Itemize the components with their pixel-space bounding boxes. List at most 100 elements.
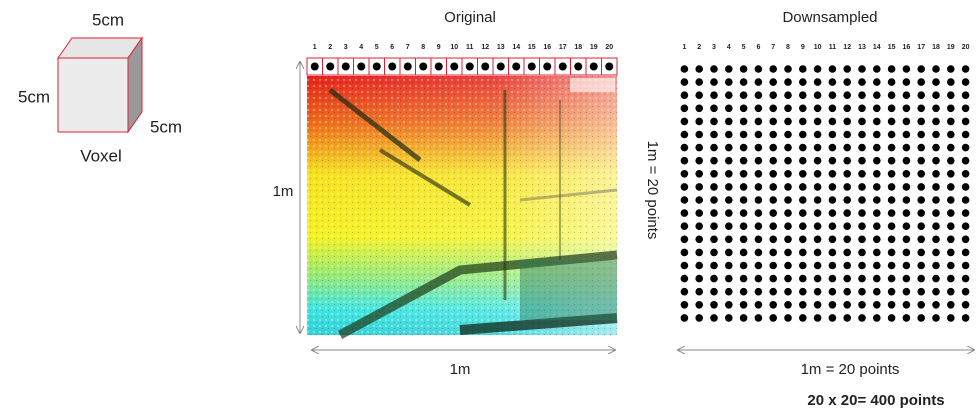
point <box>725 78 733 86</box>
point <box>739 261 748 270</box>
point <box>813 78 822 86</box>
point <box>932 196 940 204</box>
point <box>858 130 866 139</box>
point <box>843 235 851 244</box>
point <box>887 196 896 204</box>
point <box>739 65 748 73</box>
point <box>947 130 955 139</box>
column-number: 20 <box>605 44 613 51</box>
point <box>784 196 792 204</box>
point <box>843 156 851 165</box>
point <box>680 196 689 204</box>
downsampled-grid: 1 2 3 4 5 6 7 8 9 10 11 12 13 14 15 16 17 18 19 20 <box>680 44 970 322</box>
point <box>769 130 777 139</box>
point <box>813 261 822 270</box>
point <box>902 287 911 296</box>
point <box>695 196 703 204</box>
point <box>917 274 925 283</box>
point <box>858 274 866 283</box>
point <box>828 156 837 165</box>
point <box>932 274 940 283</box>
column-number: 8 <box>421 44 425 51</box>
point <box>725 183 733 191</box>
point <box>917 301 925 309</box>
point <box>843 117 851 126</box>
point <box>680 130 689 139</box>
point <box>434 62 443 71</box>
point-cloud-image <box>307 76 618 339</box>
point <box>754 301 763 309</box>
point <box>754 65 763 73</box>
point <box>813 117 822 126</box>
point <box>754 222 763 230</box>
point <box>961 235 970 244</box>
point <box>725 222 733 230</box>
point <box>947 222 955 230</box>
downsampled-height-label: 1m = 20 points <box>644 141 661 240</box>
point <box>917 117 925 126</box>
point <box>917 170 925 178</box>
point <box>710 117 718 126</box>
point <box>961 143 970 152</box>
point <box>828 314 837 322</box>
point <box>961 222 970 230</box>
original-height-label: 1m <box>273 183 294 200</box>
point <box>725 91 733 99</box>
point <box>754 130 763 139</box>
point <box>725 261 733 270</box>
point <box>947 65 955 73</box>
point <box>605 62 614 71</box>
point <box>902 117 911 126</box>
point <box>947 196 955 204</box>
point <box>828 183 837 191</box>
point <box>754 209 763 217</box>
downsampled-title: Downsampled <box>782 9 877 26</box>
point <box>828 104 837 113</box>
point <box>813 104 822 113</box>
point <box>873 170 881 178</box>
point <box>813 183 822 191</box>
point <box>902 301 911 309</box>
point <box>902 209 911 217</box>
point <box>961 130 970 139</box>
point <box>739 91 748 99</box>
point <box>754 274 763 283</box>
point <box>813 235 822 244</box>
point <box>873 248 881 257</box>
original-title: Original <box>444 9 496 26</box>
point <box>873 130 881 139</box>
downsampled-width-label: 1m = 20 points <box>801 361 900 378</box>
point <box>947 156 955 165</box>
point <box>799 183 807 191</box>
point <box>784 235 792 244</box>
point <box>680 248 689 257</box>
point <box>947 248 955 257</box>
original-width-label: 1m <box>450 361 471 378</box>
point <box>769 248 777 257</box>
point <box>769 261 777 270</box>
column-number: 2 <box>697 44 701 51</box>
point <box>828 248 837 257</box>
point <box>917 261 925 270</box>
point <box>450 62 459 71</box>
point <box>843 274 851 283</box>
point <box>769 65 777 73</box>
point <box>695 117 703 126</box>
point <box>725 104 733 113</box>
point <box>917 91 925 99</box>
voxel-cube <box>57 36 143 134</box>
point <box>799 156 807 165</box>
point <box>813 170 822 178</box>
point <box>813 248 822 257</box>
column-number: 18 <box>932 44 940 51</box>
point <box>799 314 807 322</box>
point <box>784 248 792 257</box>
point <box>858 91 866 99</box>
point <box>725 274 733 283</box>
point <box>589 62 598 71</box>
point <box>710 156 718 165</box>
point <box>887 143 896 152</box>
point <box>813 91 822 99</box>
point <box>828 130 837 139</box>
